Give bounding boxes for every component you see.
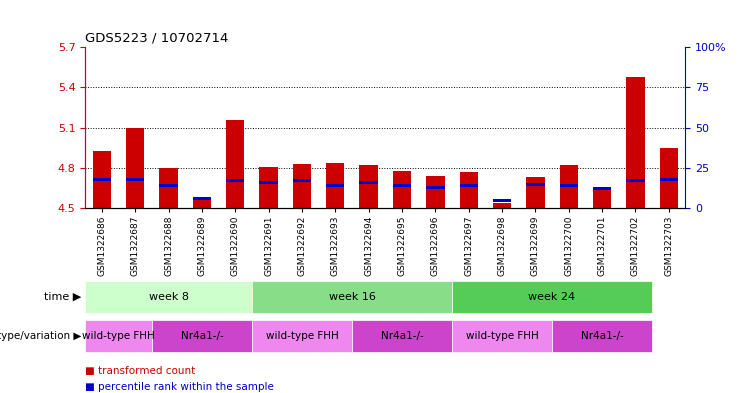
Bar	[593, 187, 611, 191]
Text: ■ transformed count: ■ transformed count	[85, 366, 196, 376]
Bar	[626, 180, 645, 182]
Bar	[193, 199, 211, 208]
Bar	[126, 178, 144, 181]
Bar	[159, 184, 178, 187]
Bar	[152, 320, 252, 352]
Bar	[426, 176, 445, 208]
Bar	[226, 119, 245, 208]
Text: wild-type FHH: wild-type FHH	[265, 331, 339, 341]
Bar	[352, 320, 452, 352]
Bar	[326, 163, 345, 208]
Bar	[393, 171, 411, 208]
Bar	[559, 165, 578, 208]
Bar	[659, 148, 678, 208]
Bar	[459, 184, 478, 187]
Bar	[226, 180, 245, 182]
Bar	[126, 128, 144, 208]
Bar	[526, 183, 545, 185]
Bar	[493, 203, 511, 208]
Text: wild-type FHH: wild-type FHH	[465, 331, 539, 341]
Text: Nr4a1-/-: Nr4a1-/-	[581, 331, 623, 341]
Text: GDS5223 / 10702714: GDS5223 / 10702714	[85, 31, 228, 44]
Bar	[426, 186, 445, 189]
Bar	[293, 164, 311, 208]
Bar	[552, 320, 652, 352]
Text: ■ percentile rank within the sample: ■ percentile rank within the sample	[85, 382, 274, 392]
Bar	[559, 184, 578, 187]
Bar	[326, 184, 345, 187]
Bar	[293, 180, 311, 182]
Bar	[359, 165, 378, 208]
Text: week 16: week 16	[328, 292, 376, 302]
Bar	[659, 178, 678, 181]
Bar	[259, 167, 278, 208]
Bar	[85, 281, 252, 313]
Bar	[159, 168, 178, 208]
Bar	[252, 320, 352, 352]
Bar	[626, 77, 645, 208]
Bar	[193, 197, 211, 200]
Bar	[593, 188, 611, 208]
Text: genotype/variation ▶: genotype/variation ▶	[0, 331, 82, 341]
Text: week 8: week 8	[149, 292, 188, 302]
Bar	[526, 177, 545, 208]
Bar	[493, 199, 511, 202]
Text: week 24: week 24	[528, 292, 576, 302]
Bar	[359, 181, 378, 184]
Bar	[452, 320, 552, 352]
Text: wild-type FHH: wild-type FHH	[82, 331, 155, 341]
Text: Nr4a1-/-: Nr4a1-/-	[381, 331, 423, 341]
Bar	[459, 172, 478, 208]
Text: Nr4a1-/-: Nr4a1-/-	[181, 331, 223, 341]
Bar	[252, 281, 452, 313]
Bar	[393, 184, 411, 187]
Bar	[85, 320, 152, 352]
Bar	[93, 178, 111, 181]
Bar	[452, 281, 652, 313]
Bar	[259, 181, 278, 184]
Text: time ▶: time ▶	[44, 292, 82, 302]
Bar	[93, 151, 111, 208]
